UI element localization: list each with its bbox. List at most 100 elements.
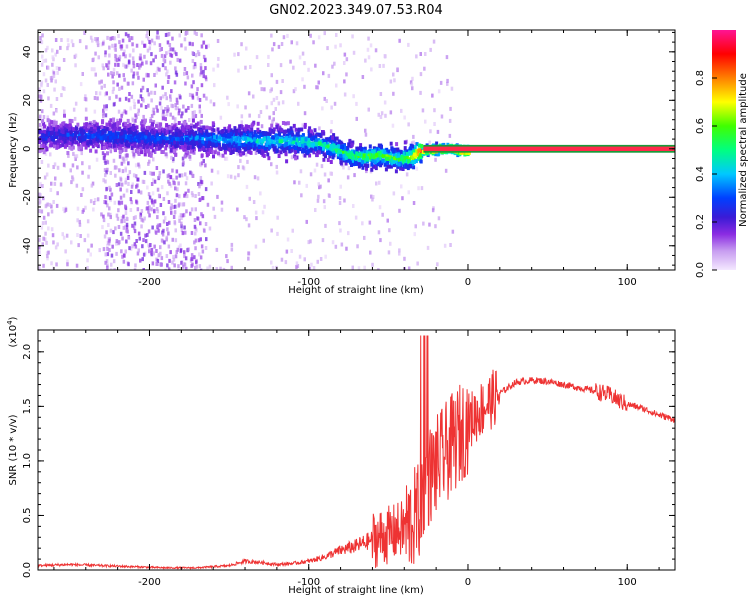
spectrogram-cell — [181, 126, 185, 131]
spectrogram-cell — [132, 64, 136, 69]
spectrogram-cell — [70, 180, 73, 185]
spectrogram-cell — [148, 46, 152, 51]
spectrogram-cell — [216, 63, 220, 68]
spectrogram-cell — [379, 92, 383, 96]
spectrogram-cell — [95, 122, 99, 127]
spectrogram-heatmap — [38, 30, 675, 270]
spectrogram-cell — [298, 142, 301, 147]
spectrogram-cell — [108, 120, 112, 125]
spectrogram-cell — [76, 218, 79, 223]
spectrogram-cell — [292, 65, 295, 70]
spectrogram-cell — [355, 151, 359, 156]
spectrogram-cell — [256, 121, 260, 126]
spectrogram-cell — [124, 204, 127, 209]
spectrogram-cell — [174, 103, 177, 107]
spectrogram-cell — [38, 265, 41, 270]
spectrogram-cell — [331, 155, 335, 160]
spectrogram-cell — [91, 144, 95, 149]
spectrogram-cell — [101, 136, 105, 141]
spectrogram-cell — [84, 107, 88, 112]
spectrogram-cell — [319, 184, 322, 189]
spectrogram-cell — [446, 78, 449, 83]
spectrogram-cell — [171, 126, 175, 131]
spectrogram-cell — [212, 67, 215, 72]
spectrogram-cell — [132, 225, 136, 230]
spectrogram-cell — [408, 164, 412, 168]
spectrogram-cell — [213, 135, 217, 140]
spectrogram-cell — [281, 100, 285, 105]
spectrogram-cell — [101, 63, 104, 68]
spectrogram-cell — [61, 124, 65, 128]
spectrogram-cell — [254, 244, 258, 249]
y-tick-label: -40 — [22, 238, 33, 254]
spectrogram-cell — [204, 246, 208, 250]
spectrogram-cell — [164, 33, 168, 37]
spectrogram-cell — [149, 153, 153, 158]
spectrogram-cell — [223, 150, 227, 155]
spectrogram-cell — [163, 240, 166, 245]
spectrogram-cell — [92, 120, 96, 125]
spectrogram-cell — [47, 250, 50, 255]
spectrogram-cell — [357, 266, 361, 270]
colorbar-tick-label: 0.0 — [695, 262, 706, 278]
spectrogram-cell — [405, 151, 409, 156]
spectrogram-cell — [171, 237, 174, 242]
spectrogram-cell — [71, 177, 75, 182]
spectrogram-cell — [165, 51, 168, 56]
spectrogram-cell — [180, 216, 183, 220]
spectrogram-cell — [357, 162, 361, 167]
spectrogram-cell — [230, 138, 234, 143]
spectrogram-cell — [131, 223, 134, 228]
spectrogram-cell — [255, 139, 259, 144]
spectrogram-cell — [175, 250, 178, 255]
spectrogram-cell — [377, 112, 380, 117]
spectrogram-cell — [134, 174, 138, 179]
spectrogram-cell — [149, 151, 153, 156]
spectrogram-cell — [103, 200, 106, 204]
spectrogram-cell — [131, 42, 134, 47]
spectrogram-cell — [171, 123, 174, 127]
spectrogram-cell — [325, 147, 329, 151]
spectrogram-cell — [253, 130, 257, 135]
spectrogram-cell — [401, 196, 404, 201]
spectrogram-cell — [142, 145, 146, 150]
spectrogram-cell — [234, 137, 238, 142]
spectrogram-cell — [100, 142, 104, 147]
spectrogram-cell — [266, 140, 270, 145]
spectrogram-cell — [79, 234, 82, 238]
spectrogram-cell — [371, 197, 374, 202]
spectrogram-cell — [294, 127, 298, 132]
spectrogram-cell — [120, 219, 123, 223]
spectrogram-cell — [101, 130, 105, 135]
spectrogram-cell — [335, 33, 338, 37]
spectrogram-cell — [108, 122, 112, 127]
spectrogram-cell — [166, 222, 169, 226]
spectrogram-cell — [153, 73, 156, 77]
spectrogram-cell — [83, 238, 87, 243]
spectrogram-cell — [184, 172, 187, 177]
spectrogram-cell — [213, 83, 216, 88]
spectrogram-cell — [141, 134, 145, 139]
spectrogram-cell — [287, 128, 290, 133]
spectrogram-cell — [285, 159, 289, 164]
spectrogram-cell — [52, 200, 55, 204]
spectrogram-cell — [106, 244, 109, 248]
spectrogram-cell — [318, 185, 321, 190]
spectrogram-cell — [431, 93, 434, 98]
spectrogram-cell — [126, 118, 130, 123]
spectrogram-cell — [322, 199, 326, 204]
spectrogram-cell — [102, 134, 106, 139]
spectrogram-cell — [200, 244, 204, 249]
spectrogram-cell — [118, 57, 121, 62]
spectrogram-cell — [211, 135, 215, 140]
spectrogram-cell — [156, 108, 159, 113]
spectrogram-frame — [37, 29, 676, 271]
spectrogram-cell — [129, 135, 133, 140]
spectrogram-cell — [165, 130, 169, 135]
spectrogram-cell — [392, 160, 396, 165]
spectrogram-cell — [375, 152, 379, 157]
spectrogram-cell — [377, 230, 381, 235]
spectrogram-cell — [128, 53, 132, 58]
y-tick-label: 40 — [22, 45, 33, 58]
spectrogram-cell — [316, 149, 320, 154]
